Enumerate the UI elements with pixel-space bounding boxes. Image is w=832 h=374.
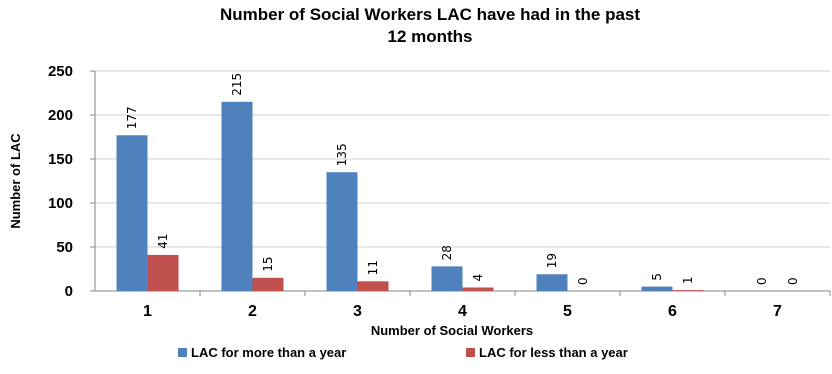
- data-label: 0: [576, 277, 590, 285]
- x-tick-label: 4: [458, 303, 467, 320]
- bar-more-than-year-5: [536, 274, 568, 291]
- bar-more-than-year-4: [431, 266, 463, 291]
- legend-label-more-than-year: LAC for more than a year: [191, 345, 346, 360]
- gridlines: [95, 70, 830, 248]
- x-tick-label: 5: [563, 303, 572, 320]
- bar-less-than-year-1: [147, 254, 179, 291]
- x-axis-title: Number of Social Workers: [371, 323, 533, 338]
- x-tick-label: 1: [143, 303, 152, 320]
- data-label: 15: [261, 257, 275, 272]
- y-axis-title: Number of LAC: [8, 133, 23, 229]
- data-label: 177: [125, 106, 139, 129]
- data-label: 11: [366, 260, 380, 275]
- bar-less-than-year-6: [672, 290, 704, 291]
- y-tick-label: 200: [48, 107, 73, 124]
- y-tick-label: 0: [65, 283, 73, 300]
- bar-more-than-year-3: [326, 172, 358, 291]
- data-label: 19: [545, 253, 559, 268]
- x-tick-label: 7: [773, 303, 782, 320]
- bar-less-than-year-3: [357, 281, 389, 291]
- bars: [116, 101, 704, 291]
- bar-more-than-year-6: [641, 286, 673, 291]
- legend: LAC for more than a year LAC for less tha…: [178, 345, 628, 360]
- x-tick-label: 6: [668, 303, 677, 320]
- legend-swatch-less-than-year: [466, 348, 475, 357]
- bar-more-than-year-1: [116, 135, 148, 291]
- y-tick-label: 150: [48, 151, 73, 168]
- chart-title-line-1: Number of Social Workers LAC have had in…: [220, 5, 640, 24]
- bar-less-than-year-4: [462, 287, 494, 291]
- x-tick-label: 2: [248, 303, 257, 320]
- data-label: 215: [230, 73, 244, 96]
- x-tick-label: 3: [353, 303, 362, 320]
- y-tick-label: 250: [48, 63, 73, 80]
- data-label: 0: [786, 277, 800, 285]
- chart-title-line-2: 12 months: [387, 27, 472, 46]
- data-label: 1: [681, 276, 695, 284]
- data-label: 0: [755, 277, 769, 285]
- legend-label-less-than-year: LAC for less than a year: [479, 345, 628, 360]
- data-label: 41: [156, 234, 170, 249]
- y-tick-label: 100: [48, 195, 73, 212]
- y-tick-label: 50: [56, 239, 73, 256]
- bar-more-than-year-2: [221, 101, 253, 291]
- data-label: 5: [650, 273, 664, 281]
- legend-swatch-more-than-year: [178, 348, 187, 357]
- data-label: 4: [471, 274, 485, 282]
- bar-less-than-year-2: [252, 277, 284, 291]
- data-label: 135: [335, 143, 349, 166]
- data-label: 28: [440, 245, 454, 260]
